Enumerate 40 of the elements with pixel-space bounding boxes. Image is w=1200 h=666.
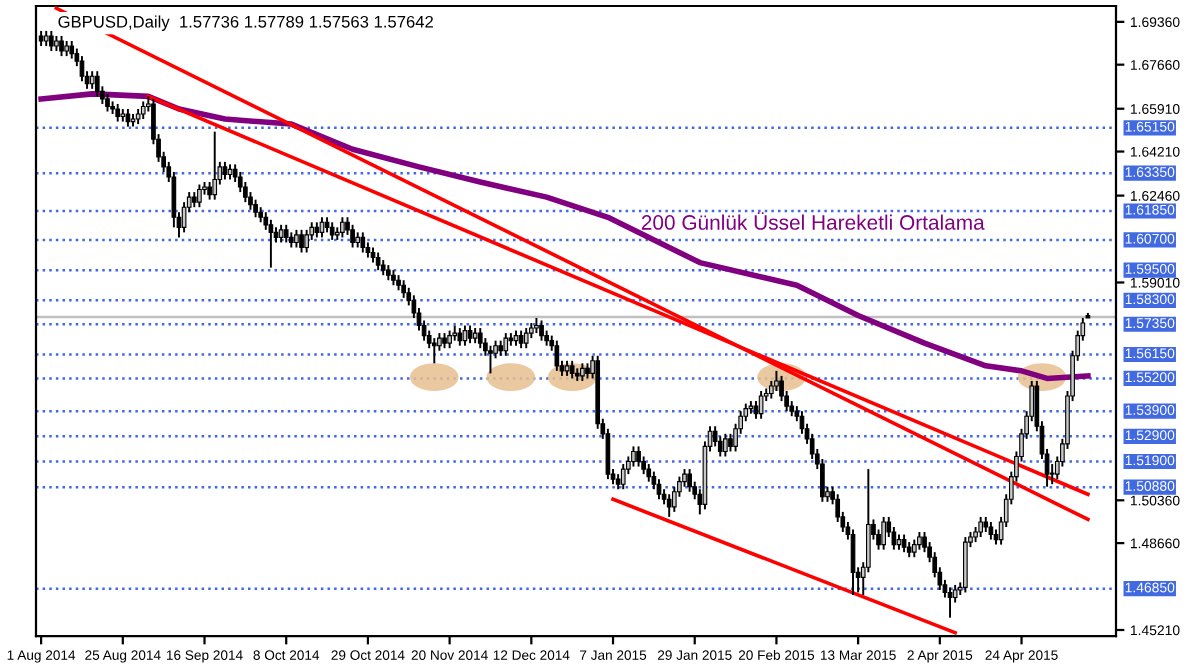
candlestick [304, 228, 309, 254]
candlestick [712, 425, 718, 448]
candlestick [360, 231, 366, 254]
candlestick [488, 344, 493, 375]
candlestick [94, 70, 100, 98]
candlestick [431, 337, 437, 365]
candlestick [477, 327, 483, 350]
candlestick [350, 223, 355, 249]
candlestick [539, 319, 544, 342]
candlestick [197, 183, 202, 209]
candlestick [299, 228, 304, 254]
candlestick [605, 427, 611, 481]
candlestick [48, 29, 54, 53]
candlestick [523, 327, 529, 350]
candlestick [268, 218, 274, 269]
candlestick [723, 432, 728, 458]
candlestick [554, 339, 560, 372]
candlestick [462, 324, 468, 347]
candlestick [631, 445, 636, 468]
candlestick [779, 374, 784, 403]
candlestick [636, 445, 641, 468]
candlestick [963, 536, 968, 594]
candlestick [922, 531, 927, 554]
series-label: 200 Günlük Üssel Hareketli Ortalama [641, 212, 985, 230]
candlestick [666, 493, 672, 518]
candlestick [978, 515, 984, 539]
candlestick [171, 170, 177, 229]
candlestick [620, 463, 626, 491]
candlestick [881, 515, 887, 551]
candlestick [79, 55, 85, 83]
candlestick [774, 369, 779, 392]
candlestick [503, 332, 509, 357]
candlestick [212, 130, 218, 201]
candlestick [687, 468, 692, 493]
text: GBPUSD,Daily 1.57736 1.57789 1.57563 1.57642 [58, 15, 433, 31]
candlestick [671, 485, 677, 513]
candlestick [758, 390, 764, 420]
candlestick [340, 216, 345, 239]
candlestick [237, 170, 243, 194]
candlestick [59, 34, 64, 58]
